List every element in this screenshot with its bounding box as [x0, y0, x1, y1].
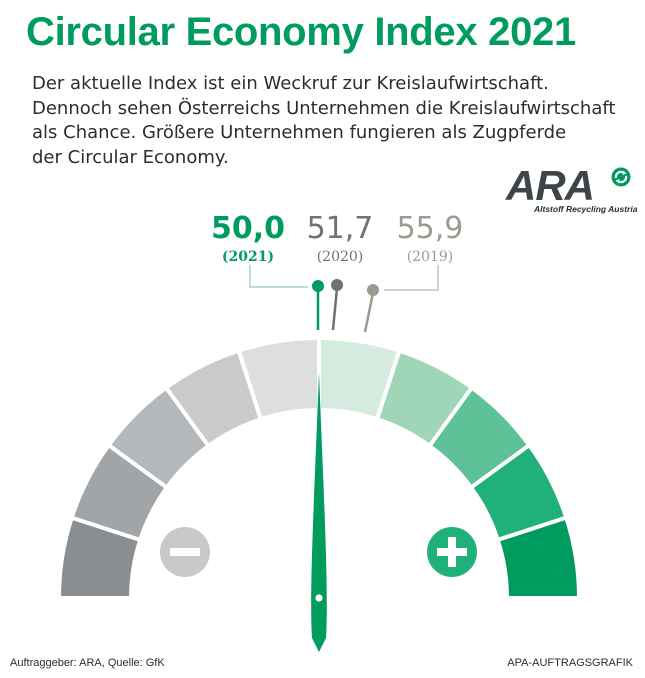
- marker-dot-2021: [312, 280, 324, 292]
- logo-wordmark: ARA: [506, 162, 595, 209]
- value-2020: 51,7 (2020): [285, 212, 395, 266]
- value-2020-year: (2020): [316, 249, 364, 265]
- marker-dot-2019: [367, 284, 379, 296]
- intro-line: der Circular Economy.: [32, 146, 229, 168]
- marker-dot-2020: [331, 279, 343, 291]
- value-2019-year: (2019): [406, 249, 454, 265]
- logo-subtitle: Altstoff Recycling Austria: [534, 204, 638, 214]
- marker-tick-2019: [363, 292, 375, 333]
- page-title: Circular Economy Index 2021: [26, 10, 576, 54]
- gauge-needle: [311, 372, 327, 652]
- value-2020-number: 51,7: [306, 211, 374, 246]
- intro-text: Der aktuelle Index ist ein Weckruf zur K…: [32, 72, 632, 170]
- intro-line: Dennoch sehen Österreichs Unternehmen di…: [32, 97, 616, 119]
- value-2019-number: 55,9: [396, 211, 464, 246]
- minus-icon: [160, 527, 210, 577]
- value-2021: 50,0 (2021): [193, 212, 303, 266]
- leader-line-2021: [249, 265, 308, 288]
- recycling-arrows-icon: [611, 167, 631, 187]
- intro-line: Der aktuelle Index ist ein Weckruf zur K…: [32, 73, 549, 94]
- value-2021-number: 50,0: [210, 211, 286, 246]
- ara-logo: ARA Altstoff Recycling Austria: [506, 162, 637, 215]
- leader-line-2019: [384, 265, 439, 291]
- footer-agency: APA-AUFTRAGSGRAFIK: [507, 657, 633, 669]
- footer-source: Auftraggeber: ARA, Quelle: GfK: [10, 657, 165, 669]
- value-2019: 55,9 (2019): [375, 212, 485, 266]
- intro-line: als Chance. Größere Unternehmen fungiere…: [32, 122, 567, 143]
- marker-tick-2020: [331, 287, 339, 331]
- needle-pivot: [315, 594, 323, 602]
- value-2021-year: (2021): [221, 249, 275, 265]
- plus-icon: [427, 527, 477, 577]
